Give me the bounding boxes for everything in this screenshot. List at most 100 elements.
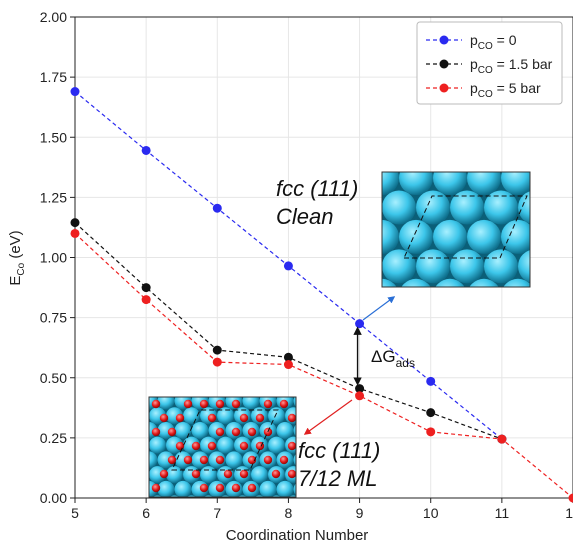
- surface-atom: [382, 308, 416, 342]
- x-axis-ticks: 5 6 7 8 9 10 11 12: [71, 498, 573, 521]
- series-2-point: [568, 493, 573, 503]
- co-adsorbate: [199, 455, 209, 465]
- surface-atom: [276, 421, 294, 439]
- surface-atom: [518, 132, 552, 166]
- surface-atom: [382, 219, 399, 254]
- co-adsorbate: [247, 455, 257, 465]
- surface-atom: [260, 510, 277, 527]
- series-2-point: [355, 391, 365, 401]
- surface-atom: [293, 453, 296, 466]
- clean-label-line1: fcc (111): [276, 176, 358, 201]
- co-adsorbate: [199, 399, 209, 409]
- surface-atom: [268, 436, 285, 454]
- co-adsorbate: [263, 399, 273, 409]
- surface-atom: [175, 510, 192, 527]
- surface-atom: [311, 393, 328, 410]
- x-tick-label: 5: [71, 505, 79, 521]
- x-tick-label: 11: [495, 505, 510, 521]
- y-tick-label: 1.50: [40, 129, 67, 145]
- surface-atom: [268, 378, 285, 395]
- co-adsorbate: [223, 469, 233, 479]
- co-adsorbate: [215, 427, 225, 437]
- series-2-point: [212, 357, 222, 367]
- y-tick-label: 0.25: [40, 430, 67, 446]
- surface-atom: [552, 190, 573, 224]
- series-0-point: [70, 87, 80, 97]
- covered-unit-cell: [171, 409, 279, 471]
- co-adsorbate: [263, 455, 273, 465]
- surface-atom: [200, 378, 217, 395]
- clean-surface-inset: [348, 132, 573, 342]
- surface-atom: [293, 424, 296, 437]
- surface-atom: [467, 219, 501, 254]
- surface-atom: [535, 279, 569, 313]
- surface-atom: [251, 466, 268, 484]
- surface-atom: [319, 378, 336, 395]
- co-adsorbate: [191, 441, 201, 451]
- y-tick-label: 1.75: [40, 69, 67, 85]
- surface-atom: [467, 172, 501, 195]
- surface-atom: [149, 466, 166, 484]
- surface-atom: [484, 190, 518, 225]
- legend-label: pCO = 1.5 bar: [470, 56, 553, 76]
- series-0-point: [426, 376, 436, 386]
- surface-atom: [484, 308, 518, 342]
- co-adsorbate: [247, 427, 257, 437]
- series-0-point: [212, 203, 222, 213]
- surface-atom: [450, 190, 484, 225]
- legend-marker: [439, 35, 449, 45]
- surface-atom: [226, 510, 243, 527]
- surface-atom: [225, 451, 243, 469]
- series-1-point: [355, 384, 365, 394]
- co-adsorbate: [215, 455, 225, 465]
- x-axis-label: Coordination Number: [226, 527, 369, 544]
- surface-atom: [217, 378, 234, 395]
- co-adsorbate: [279, 455, 289, 465]
- surface-atom: [174, 480, 192, 497]
- surface-atom: [348, 132, 382, 166]
- surface-atom: [501, 172, 530, 195]
- surface-atom: [124, 481, 141, 498]
- co-adsorbate: [287, 469, 296, 479]
- co-adsorbate: [191, 469, 201, 479]
- surface-atom: [124, 510, 141, 527]
- surface-atom: [416, 249, 450, 284]
- co-adsorbate: [175, 413, 185, 423]
- x-tick-label: 10: [423, 505, 439, 521]
- co-adsorbate: [207, 441, 217, 451]
- surface-atom: [157, 480, 175, 497]
- surface-atom: [293, 483, 296, 496]
- surface-atom: [243, 510, 260, 527]
- y-tick-label: 0.00: [40, 490, 67, 506]
- co-adsorbate: [215, 399, 225, 409]
- surface-atom: [433, 219, 467, 254]
- series-2-point: [426, 427, 436, 437]
- surface-atom: [191, 421, 209, 439]
- co-adsorbate: [231, 399, 241, 409]
- co-adsorbate: [151, 399, 161, 409]
- co-adsorbate: [247, 483, 257, 493]
- surface-atom: [399, 172, 433, 195]
- surface-atom: [416, 308, 450, 342]
- y-axis-label: ECo (eV): [7, 230, 27, 285]
- surface-atom: [382, 190, 416, 225]
- surface-atom: [450, 249, 484, 284]
- surface-atom: [183, 378, 200, 395]
- legend-label: pCO = 0: [470, 32, 517, 52]
- legend-marker: [439, 83, 449, 93]
- surface-atom: [149, 378, 166, 395]
- surface-atom: [518, 308, 552, 342]
- series-0-point: [283, 261, 293, 271]
- y-axis-ticks: 0.00 0.25 0.50 0.75 1.00 1.25 1.50 1.75 2.00: [40, 9, 75, 506]
- series-2-point: [283, 360, 293, 370]
- series-0-point: [355, 319, 365, 329]
- surface-atom: [234, 378, 251, 395]
- y-tick-label: 1.25: [40, 189, 67, 205]
- series-1-point: [283, 352, 293, 362]
- co-adsorbate: [231, 483, 241, 493]
- clean-unit-cell: [403, 195, 528, 259]
- series-1-point: [141, 283, 151, 293]
- y-tick-label: 0.75: [40, 310, 67, 326]
- series-line-2: [74, 233, 573, 499]
